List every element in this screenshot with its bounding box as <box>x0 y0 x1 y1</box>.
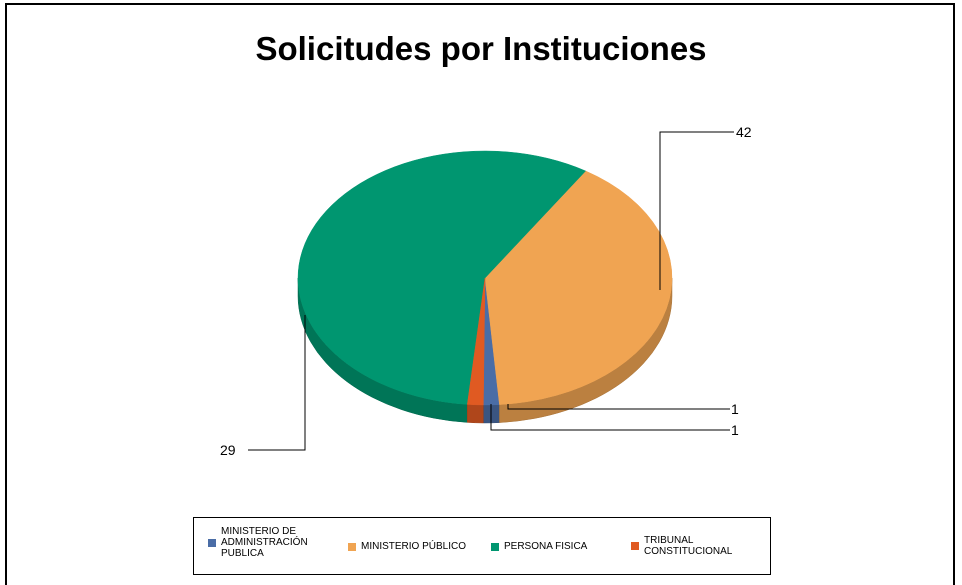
pie-slice <box>297 150 587 405</box>
legend-item-persona-fisica: PERSONA FISICA <box>491 541 587 552</box>
legend-item-tribunal-constitucional: TRIBUNAL CONSTITUCIONAL <box>631 535 732 557</box>
legend-label: PERSONA FISICA <box>504 541 588 552</box>
pie-slice <box>484 170 673 405</box>
chart-title: Solicitudes por Instituciones <box>255 30 707 67</box>
chart-legend: MINISTERIO DE ADMINISTRACIÓN PUBLICA MIN… <box>193 517 771 575</box>
data-label-leader <box>659 131 734 290</box>
data-label-leader <box>248 315 306 451</box>
data-label: 29 <box>220 442 236 458</box>
legend-label: MINISTERIO DE ADMINISTRACIÓN PUBLICA <box>221 526 308 559</box>
legend-swatch <box>491 542 499 551</box>
data-label-leader <box>507 404 730 410</box>
pie-slice <box>467 277 486 406</box>
legend-item-ministerio-administracion-publica: MINISTERIO DE ADMINISTRACIÓN PUBLICA <box>208 526 308 559</box>
legend-swatch <box>631 542 639 550</box>
legend-label: MINISTERIO PÚBLICO <box>361 541 467 552</box>
data-label: 1 <box>731 422 739 438</box>
pie-slice-side <box>467 404 484 424</box>
legend-item-ministerio-publico: MINISTERIO PÚBLICO <box>348 541 466 552</box>
legend-swatch <box>348 542 356 551</box>
legend-swatch <box>208 538 216 547</box>
legend-label: TRIBUNAL CONSTITUCIONAL <box>644 535 733 557</box>
data-label: 42 <box>736 124 752 140</box>
data-label: 1 <box>731 401 739 417</box>
data-label-leader <box>490 404 730 431</box>
